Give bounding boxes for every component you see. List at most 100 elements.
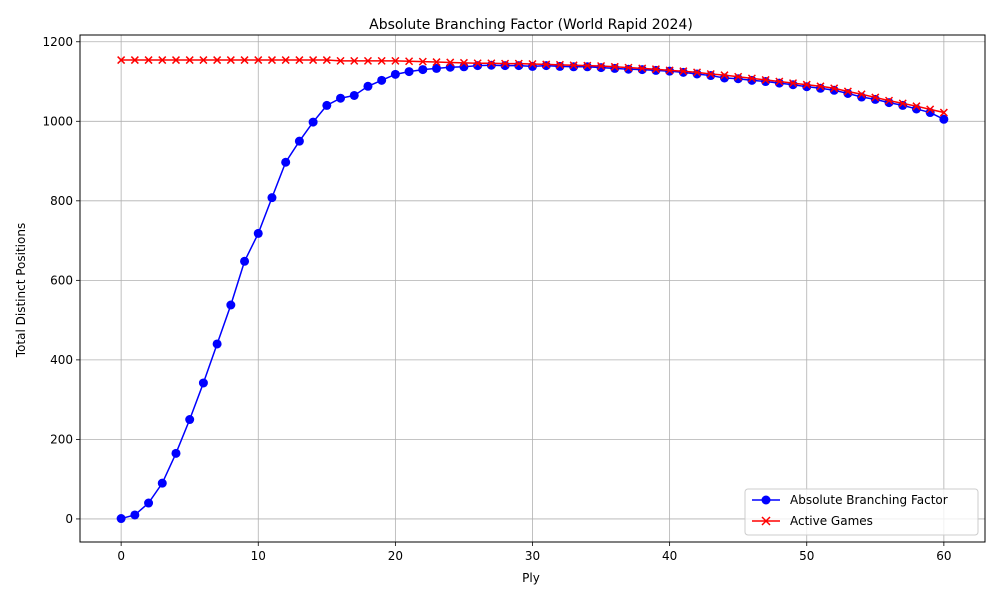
data-point xyxy=(157,478,167,488)
data-point xyxy=(487,59,496,68)
x-tick-label: 30 xyxy=(525,549,540,563)
data-point xyxy=(130,56,139,65)
data-point xyxy=(267,56,277,65)
data-point xyxy=(720,71,729,80)
x-tick-label: 0 xyxy=(117,549,125,563)
legend: Absolute Branching Factor Active Games xyxy=(744,488,979,536)
data-point xyxy=(212,339,222,349)
data-point xyxy=(678,67,688,77)
data-point xyxy=(158,56,167,65)
data-point xyxy=(623,64,633,74)
data-point xyxy=(884,96,894,105)
data-point xyxy=(815,83,825,93)
data-point xyxy=(843,87,852,96)
data-point xyxy=(130,510,140,520)
data-point xyxy=(281,157,291,167)
data-point xyxy=(692,69,702,79)
data-point xyxy=(171,56,181,65)
data-point xyxy=(294,136,304,146)
data-point xyxy=(665,66,674,75)
data-point xyxy=(322,100,332,110)
data-point xyxy=(459,58,468,67)
data-point xyxy=(377,56,386,65)
data-point xyxy=(405,57,414,66)
y-tick-label: 1200 xyxy=(42,35,73,49)
data-point xyxy=(514,59,523,68)
data-point xyxy=(912,102,921,111)
data-point xyxy=(500,61,510,71)
data-point xyxy=(693,68,702,77)
data-point xyxy=(830,84,839,93)
data-point xyxy=(651,65,661,75)
data-point xyxy=(939,114,949,124)
data-point xyxy=(144,56,153,65)
data-point xyxy=(336,93,346,103)
data-point xyxy=(637,65,647,75)
y-tick-label: 600 xyxy=(50,273,73,287)
data-point xyxy=(761,75,770,84)
data-point xyxy=(281,56,290,65)
data-point xyxy=(432,58,441,67)
data-point xyxy=(802,80,811,89)
data-point xyxy=(651,65,660,74)
data-point xyxy=(514,61,524,71)
data-point xyxy=(706,71,716,81)
data-point xyxy=(871,93,880,102)
data-point xyxy=(583,61,592,70)
data-point xyxy=(555,61,565,71)
x-axis-ticks: 0 10 20 30 40 50 60 xyxy=(117,542,952,563)
data-point xyxy=(390,69,400,79)
data-point xyxy=(240,56,249,65)
data-point xyxy=(377,75,387,85)
data-point xyxy=(267,193,277,203)
data-point xyxy=(213,56,222,65)
data-point xyxy=(308,117,318,127)
y-tick-label: 800 xyxy=(50,194,73,208)
data-point xyxy=(254,56,263,65)
data-point xyxy=(117,56,126,65)
data-point xyxy=(226,56,235,65)
chart-title: Absolute Branching Factor (World Rapid 2… xyxy=(369,17,693,33)
data-point xyxy=(747,75,757,85)
data-point xyxy=(309,56,318,65)
data-point xyxy=(349,90,359,100)
data-point xyxy=(774,78,784,88)
x-axis-label: Ply xyxy=(522,571,540,585)
y-tick-label: 1000 xyxy=(42,114,73,128)
data-point xyxy=(418,65,428,75)
data-point xyxy=(363,56,372,65)
legend-marker-active xyxy=(761,516,771,526)
data-point xyxy=(569,62,579,72)
data-point xyxy=(542,60,551,69)
data-point xyxy=(501,59,510,68)
data-point xyxy=(185,415,195,425)
data-point xyxy=(624,63,633,72)
data-point xyxy=(171,448,181,458)
y-tick-label: 0 xyxy=(65,512,73,526)
series-1 xyxy=(117,56,948,117)
data-point xyxy=(610,62,619,71)
data-point xyxy=(898,99,907,108)
data-point xyxy=(473,59,482,68)
data-point xyxy=(939,108,948,117)
data-point xyxy=(555,60,564,69)
x-tick-label: 40 xyxy=(662,549,677,563)
x-tick-label: 50 xyxy=(799,549,814,563)
data-point xyxy=(199,56,208,65)
data-point xyxy=(322,56,331,65)
data-point xyxy=(788,80,798,90)
y-axis-label: Total Distinct Positions xyxy=(14,223,28,358)
data-point xyxy=(445,62,455,72)
series-0 xyxy=(116,60,949,524)
data-point xyxy=(926,105,935,114)
data-point xyxy=(610,63,620,73)
grid-lines xyxy=(80,35,985,542)
data-point xyxy=(253,228,263,238)
data-point xyxy=(391,56,400,65)
data-point xyxy=(144,498,154,508)
legend-label-branching: Absolute Branching Factor xyxy=(790,493,948,507)
data-point xyxy=(486,60,496,70)
legend-marker-branching xyxy=(761,495,771,505)
data-point xyxy=(582,62,592,72)
data-point xyxy=(857,90,866,99)
